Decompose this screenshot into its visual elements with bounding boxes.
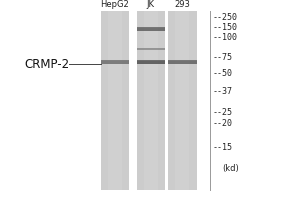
Bar (175, 11, 189, 190)
Bar (144, 11, 158, 190)
Bar (136, 60, 165, 61)
Bar (168, 11, 197, 190)
Text: 293: 293 (174, 0, 190, 9)
Bar (136, 48, 165, 50)
Bar (136, 27, 165, 28)
Bar (108, 11, 122, 190)
Text: HepG2: HepG2 (100, 0, 129, 9)
Text: --15: --15 (213, 144, 233, 152)
Text: --50: --50 (213, 70, 233, 78)
Bar (136, 27, 165, 31)
Bar (168, 60, 197, 64)
Text: --25: --25 (213, 108, 233, 116)
Bar (100, 60, 129, 61)
Bar (168, 60, 197, 61)
Bar (100, 11, 129, 190)
Text: CRMP-2: CRMP-2 (24, 58, 69, 71)
Bar (136, 11, 165, 190)
Text: (kd): (kd) (222, 164, 239, 172)
Text: --37: --37 (213, 86, 233, 96)
Text: --75: --75 (213, 52, 233, 62)
Text: --20: --20 (213, 119, 233, 129)
Bar (100, 60, 129, 64)
Bar (136, 48, 165, 49)
Text: JK: JK (147, 0, 155, 9)
Text: --100: --100 (213, 33, 238, 43)
Text: --150: --150 (213, 22, 238, 31)
Bar (136, 60, 165, 64)
Text: --250: --250 (213, 12, 238, 21)
